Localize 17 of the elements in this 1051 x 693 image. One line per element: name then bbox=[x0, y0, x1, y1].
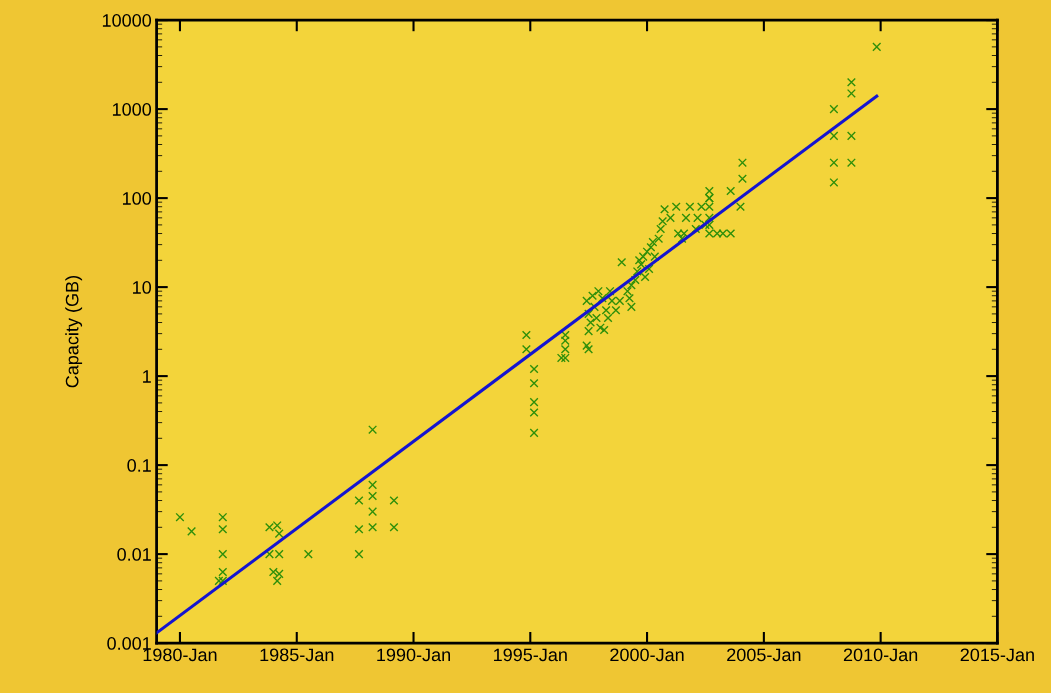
x-tick-label: 2010-Jan bbox=[843, 648, 918, 662]
y-tick-label: 10000 bbox=[102, 14, 152, 27]
y-tick-label: 0.1 bbox=[127, 459, 151, 472]
x-tick-label: 1985-Jan bbox=[260, 648, 334, 662]
y-tick-label: 1000 bbox=[112, 103, 152, 116]
y-axis-title: Capacity (GB) bbox=[65, 276, 83, 388]
y-tick-label: 0.01 bbox=[117, 548, 151, 561]
x-tick-label: 1995-Jan bbox=[494, 648, 567, 662]
x-tick-label: 2005-Jan bbox=[727, 648, 801, 662]
x-tick-label: 2000-Jan bbox=[610, 648, 684, 662]
x-tick-label: 2015-Jan bbox=[960, 648, 1034, 662]
y-tick-label: 1 bbox=[143, 370, 151, 383]
x-tick-label: 1990-Jan bbox=[377, 648, 450, 662]
y-tick-label: 10 bbox=[133, 281, 152, 294]
y-tick-label: 100 bbox=[122, 192, 152, 205]
y-tick-label: 0.001 bbox=[107, 637, 151, 650]
x-tick-label: 1980-Jan bbox=[143, 648, 217, 662]
